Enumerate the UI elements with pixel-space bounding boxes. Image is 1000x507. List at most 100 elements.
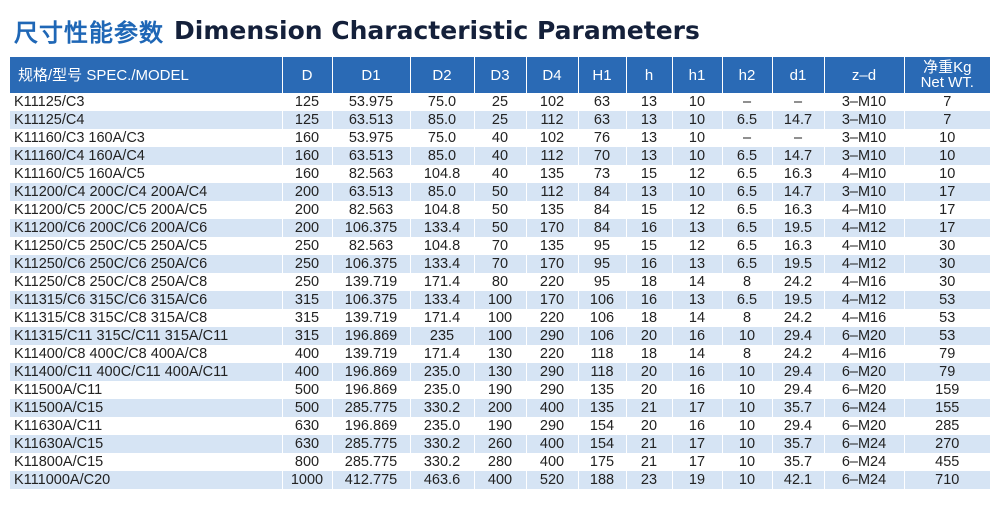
cell-D2: 171.4 [410, 309, 475, 327]
cell-H1: 106 [578, 309, 627, 327]
cell-D2: 463.6 [410, 471, 475, 489]
table-row: K11160/C3 160A/C3 160 53.975 75.0 40 102 76 13 1… [10, 129, 990, 147]
cell-model: K11250/C6 250C/C6 250A/C6 [10, 255, 283, 273]
table-row: K11160/C5 160A/C5 160 82.563 104.8 40 135 73 15… [10, 165, 990, 183]
header-D2: D2 [410, 57, 475, 93]
parameters-table: 规格/型号 SPEC./MODEL D D1 D2 D3 D4 H1 h h1 … [10, 57, 990, 489]
cell-z-d: 6–M24 [824, 435, 905, 453]
cell-z-d: 4–M12 [824, 291, 905, 309]
cell-H1: 84 [578, 201, 627, 219]
cell-d1: 14.7 [772, 111, 825, 129]
cell-h1: 17 [672, 453, 723, 471]
cell-h2: 6.5 [722, 183, 773, 201]
cell-D2: 104.8 [410, 237, 475, 255]
cell-D2: 171.4 [410, 273, 475, 291]
cell-h1: 10 [672, 93, 723, 111]
table-row: K11200/C4 200C/C4 200A/C4 200 63.513 85.0 50… [10, 183, 990, 201]
cell-model: K11500A/C15 [10, 399, 283, 417]
header-D: D [282, 57, 333, 93]
cell-D: 250 [282, 255, 333, 273]
title-english: Dimension Characteristic Parameters [174, 15, 700, 45]
cell-z-d: 3–M10 [824, 147, 905, 165]
cell-H1: 154 [578, 417, 627, 435]
cell-h1: 19 [672, 471, 723, 489]
cell-D3: 25 [474, 93, 527, 111]
cell-D2: 75.0 [410, 93, 475, 111]
cell-net-weight: 285 [904, 417, 990, 435]
cell-model: K11250/C8 250C/C8 250A/C8 [10, 273, 283, 291]
cell-z-d: 3–M10 [824, 183, 905, 201]
cell-net-weight: 53 [904, 291, 990, 309]
cell-D1: 82.563 [332, 165, 411, 183]
table-row: K11160/C4 160A/C4 160 63.513 85.0 40 112 70 13 1… [10, 147, 990, 165]
cell-D3: 40 [474, 165, 527, 183]
cell-d1: – [772, 129, 825, 147]
cell-H1: 135 [578, 399, 627, 417]
cell-h1: 13 [672, 219, 723, 237]
parameters-table-container: 规格/型号 SPEC./MODEL D D1 D2 D3 D4 H1 h h1 … [10, 57, 990, 489]
cell-net-weight: 155 [904, 399, 990, 417]
cell-D1: 63.513 [332, 111, 411, 129]
cell-h: 15 [626, 237, 673, 255]
cell-h: 20 [626, 381, 673, 399]
cell-D4: 102 [526, 93, 579, 111]
cell-h2: 10 [722, 381, 773, 399]
cell-D2: 85.0 [410, 147, 475, 165]
cell-h1: 10 [672, 147, 723, 165]
cell-z-d: 4–M12 [824, 219, 905, 237]
cell-D3: 200 [474, 399, 527, 417]
table-row: K11315/C6 315C/C6 315A/C6 315 106.375 133.4… [10, 291, 990, 309]
table-row: K11315/C8 315C/C8 315A/C8 315 139.719 171.4… [10, 309, 990, 327]
cell-net-weight: 159 [904, 381, 990, 399]
header-z-d: z–d [824, 57, 905, 93]
cell-D3: 100 [474, 309, 527, 327]
cell-model: K11400/C11 400C/C11 400A/C11 [10, 363, 283, 381]
table-row: K11315/C11 315C/C11 315A/C11 315 196.869 23… [10, 327, 990, 345]
cell-D3: 50 [474, 219, 527, 237]
cell-model: K11125/C3 [10, 93, 283, 111]
cell-h2: 10 [722, 453, 773, 471]
cell-model: K11125/C4 [10, 111, 283, 129]
cell-d1: 16.3 [772, 237, 825, 255]
cell-h2: 6.5 [722, 147, 773, 165]
cell-h2: 6.5 [722, 237, 773, 255]
cell-D3: 50 [474, 201, 527, 219]
cell-D4: 290 [526, 417, 579, 435]
cell-z-d: 4–M10 [824, 201, 905, 219]
cell-h2: – [722, 129, 773, 147]
cell-h: 23 [626, 471, 673, 489]
cell-model: K11630A/C15 [10, 435, 283, 453]
cell-model: K111000A/C20 [10, 471, 283, 489]
cell-h2: 10 [722, 399, 773, 417]
cell-h: 18 [626, 309, 673, 327]
cell-h: 15 [626, 201, 673, 219]
cell-model: K11160/C5 160A/C5 [10, 165, 283, 183]
table-row: K11500A/C15 500 285.775 330.2 200 400 135 21 17 1… [10, 399, 990, 417]
cell-net-weight: 710 [904, 471, 990, 489]
cell-model: K11315/C6 315C/C6 315A/C6 [10, 291, 283, 309]
cell-d1: – [772, 93, 825, 111]
table-row: K11250/C6 250C/C6 250A/C6 250 106.375 133.4… [10, 255, 990, 273]
cell-D4: 220 [526, 345, 579, 363]
cell-D1: 285.775 [332, 399, 411, 417]
cell-D: 160 [282, 165, 333, 183]
cell-net-weight: 270 [904, 435, 990, 453]
cell-h: 21 [626, 399, 673, 417]
cell-h2: 10 [722, 417, 773, 435]
cell-D: 250 [282, 273, 333, 291]
table-row: K11125/C4 125 63.513 85.0 25 112 63 13 10 6.5 14.7… [10, 111, 990, 129]
cell-z-d: 6–M24 [824, 471, 905, 489]
page-title: 尺寸性能参数 Dimension Characteristic Paramete… [14, 10, 700, 50]
cell-z-d: 3–M10 [824, 129, 905, 147]
header-D3: D3 [474, 57, 527, 93]
cell-model: K11400/C8 400C/C8 400A/C8 [10, 345, 283, 363]
cell-z-d: 4–M10 [824, 165, 905, 183]
cell-d1: 19.5 [772, 291, 825, 309]
cell-net-weight: 79 [904, 345, 990, 363]
cell-model: K11315/C11 315C/C11 315A/C11 [10, 327, 283, 345]
table-row: K111000A/C20 1000 412.775 463.6 400 520 188 23 1… [10, 471, 990, 489]
cell-z-d: 6–M20 [824, 417, 905, 435]
cell-model: K11315/C8 315C/C8 315A/C8 [10, 309, 283, 327]
table-row: K11630A/C11 630 196.869 235.0 190 290 154 20 16 1… [10, 417, 990, 435]
cell-model: K11160/C3 160A/C3 [10, 129, 283, 147]
